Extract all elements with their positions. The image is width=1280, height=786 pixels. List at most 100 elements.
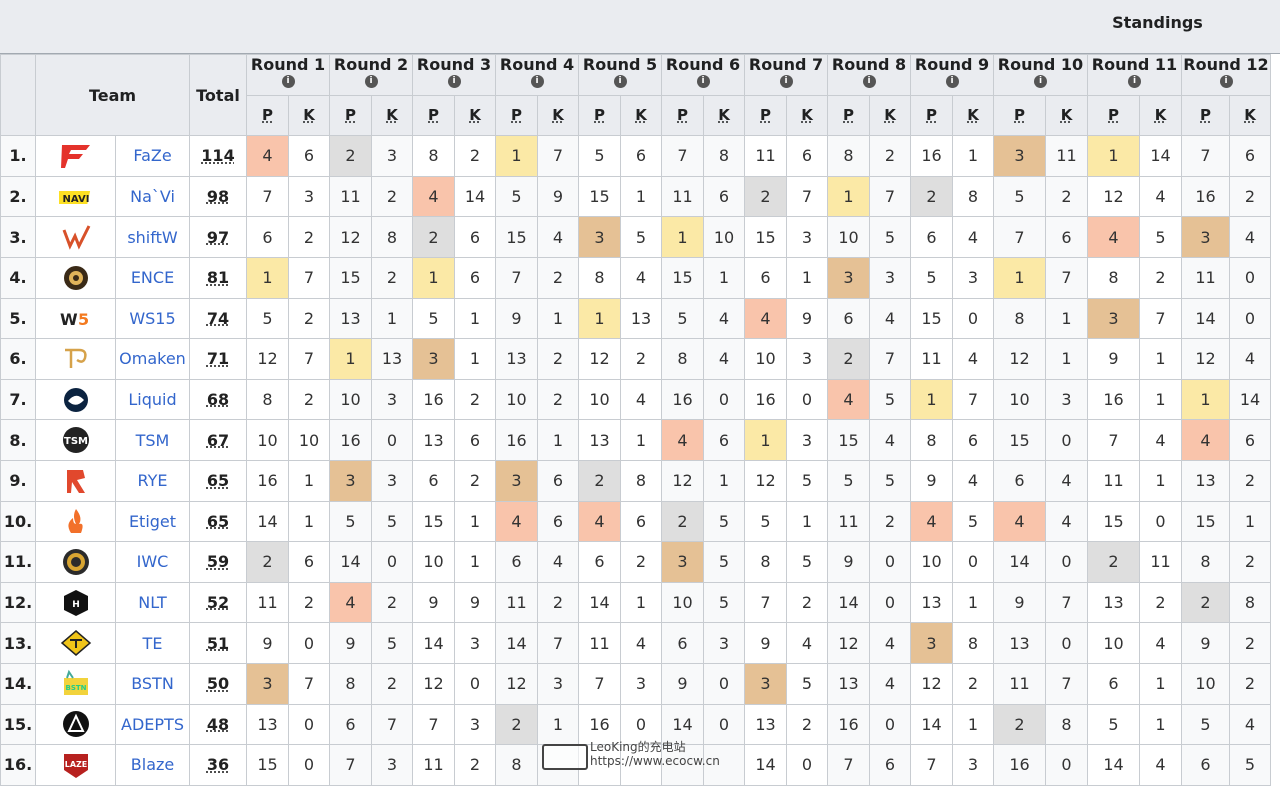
kills-cell: 6 [869, 744, 911, 786]
bstn-logo[interactable]: BSTN [35, 662, 116, 705]
placement-cell: 3 [495, 459, 538, 502]
team-name-link[interactable]: TSM [115, 419, 190, 461]
watermark-logo-icon [542, 744, 588, 770]
team-name-link[interactable]: Omaken [115, 338, 190, 380]
placement-cell: 16 [1087, 378, 1140, 421]
kills-cell: 3 [288, 175, 330, 218]
placement-cell: 4 [1181, 419, 1230, 461]
placement-cell: 15 [661, 256, 704, 299]
team-name-link[interactable]: Blaze [115, 744, 190, 786]
info-icon[interactable]: i [945, 75, 959, 88]
shiftw-logo[interactable] [35, 216, 116, 258]
kills-cell: 2 [371, 175, 413, 218]
iwc-logo[interactable] [35, 541, 116, 583]
faze-logo[interactable] [35, 135, 116, 177]
info-icon[interactable]: i [1219, 75, 1233, 88]
kills-cell: 5 [869, 459, 911, 502]
info-icon[interactable]: i [613, 75, 627, 88]
placement-cell: 3 [827, 256, 870, 299]
liquid-logo[interactable] [35, 378, 116, 421]
kills-cell: 2 [537, 338, 579, 380]
kills-cell: 4 [620, 622, 662, 664]
rank-cell: 14. [0, 662, 36, 705]
info-icon[interactable]: i [862, 75, 876, 88]
placement-header: P [329, 94, 372, 137]
kills-cell: 5 [786, 662, 828, 705]
placement-cell: 11 [993, 662, 1046, 705]
placement-cell: 12 [495, 662, 538, 705]
placement-header: P [1181, 94, 1230, 137]
placement-cell: 6 [910, 216, 953, 258]
kills-header: K [537, 94, 579, 137]
info-icon[interactable]: i [530, 75, 544, 88]
placement-cell: 11 [246, 581, 289, 624]
kills-cell: 4 [786, 622, 828, 664]
kills-header: K [1229, 94, 1271, 137]
round-label: Round 3 [416, 55, 492, 74]
team-name-link[interactable]: ADEPTS [115, 703, 190, 746]
team-name-link[interactable]: BSTN [115, 662, 190, 705]
placement-cell: 13 [993, 622, 1046, 664]
placement-cell: 7 [495, 256, 538, 299]
placement-cell: 16 [661, 378, 704, 421]
info-icon[interactable]: i [1034, 75, 1047, 88]
team-name-link[interactable]: Liquid [115, 378, 190, 421]
adepts-logo[interactable] [35, 703, 116, 746]
placement-cell: 7 [1087, 419, 1140, 461]
kills-cell: 7 [1045, 256, 1088, 299]
te-logo[interactable] [35, 622, 116, 664]
etiget-logo[interactable] [35, 500, 116, 543]
kills-cell: 3 [952, 744, 994, 786]
team-name-link[interactable]: TE [115, 622, 190, 664]
info-icon[interactable]: i [281, 75, 295, 88]
info-icon[interactable]: i [1128, 75, 1141, 88]
nlt-logo[interactable]: H [35, 581, 116, 624]
kills-cell: 0 [1045, 419, 1088, 461]
kills-cell: 2 [288, 297, 330, 340]
info-icon[interactable]: i [447, 75, 461, 88]
placement-cell: 4 [910, 500, 953, 543]
rank-cell: 11. [0, 541, 36, 583]
placement-cell: 8 [578, 256, 621, 299]
team-name-link[interactable]: WS15 [115, 297, 190, 340]
tsm-logo[interactable]: TSM [35, 419, 116, 461]
table-row: 2. NAVI Na`Vi 98 7 3 11 2 4 14 5 9 15 1 11 6 2 7 1 7 2 8 5 2 12 4… [0, 175, 1271, 218]
team-name-link[interactable]: Etiget [115, 500, 190, 543]
team-name-link[interactable]: ENCE [115, 256, 190, 299]
kills-cell: 2 [537, 581, 579, 624]
team-name-link[interactable]: NLT [115, 581, 190, 624]
rank-cell: 16. [0, 744, 36, 786]
team-name-link[interactable]: Na`Vi [115, 175, 190, 218]
placement-cell: 10 [412, 541, 455, 583]
navi-logo[interactable]: NAVI [35, 175, 116, 218]
info-icon[interactable]: i [779, 75, 793, 88]
info-icon[interactable]: i [364, 75, 378, 88]
rank-cell: 12. [0, 581, 36, 624]
team-name-link[interactable]: FaZe [115, 135, 190, 177]
kills-cell: 0 [288, 622, 330, 664]
team-name-link[interactable]: RYE [115, 459, 190, 502]
omaken-logo[interactable] [35, 338, 116, 380]
total-points: 74 [189, 297, 247, 340]
info-icon[interactable]: i [696, 75, 710, 88]
kills-cell: 2 [869, 135, 911, 177]
te-logo-icon [60, 630, 91, 657]
team-name-link[interactable]: shiftW [115, 216, 190, 258]
team-name-link[interactable]: IWC [115, 541, 190, 583]
placement-cell: 12 [412, 662, 455, 705]
rye-logo[interactable] [35, 459, 116, 502]
placement-cell: 1 [827, 175, 870, 218]
placement-cell: 10 [910, 541, 953, 583]
kills-cell: 0 [371, 541, 413, 583]
kills-cell: 3 [371, 378, 413, 421]
blaze-logo[interactable]: LAZE [35, 744, 116, 786]
placement-cell: 15 [993, 419, 1046, 461]
round-header: Round 12 i [1181, 54, 1271, 96]
placement-cell: 12 [744, 459, 787, 502]
ence-logo[interactable] [35, 256, 116, 299]
